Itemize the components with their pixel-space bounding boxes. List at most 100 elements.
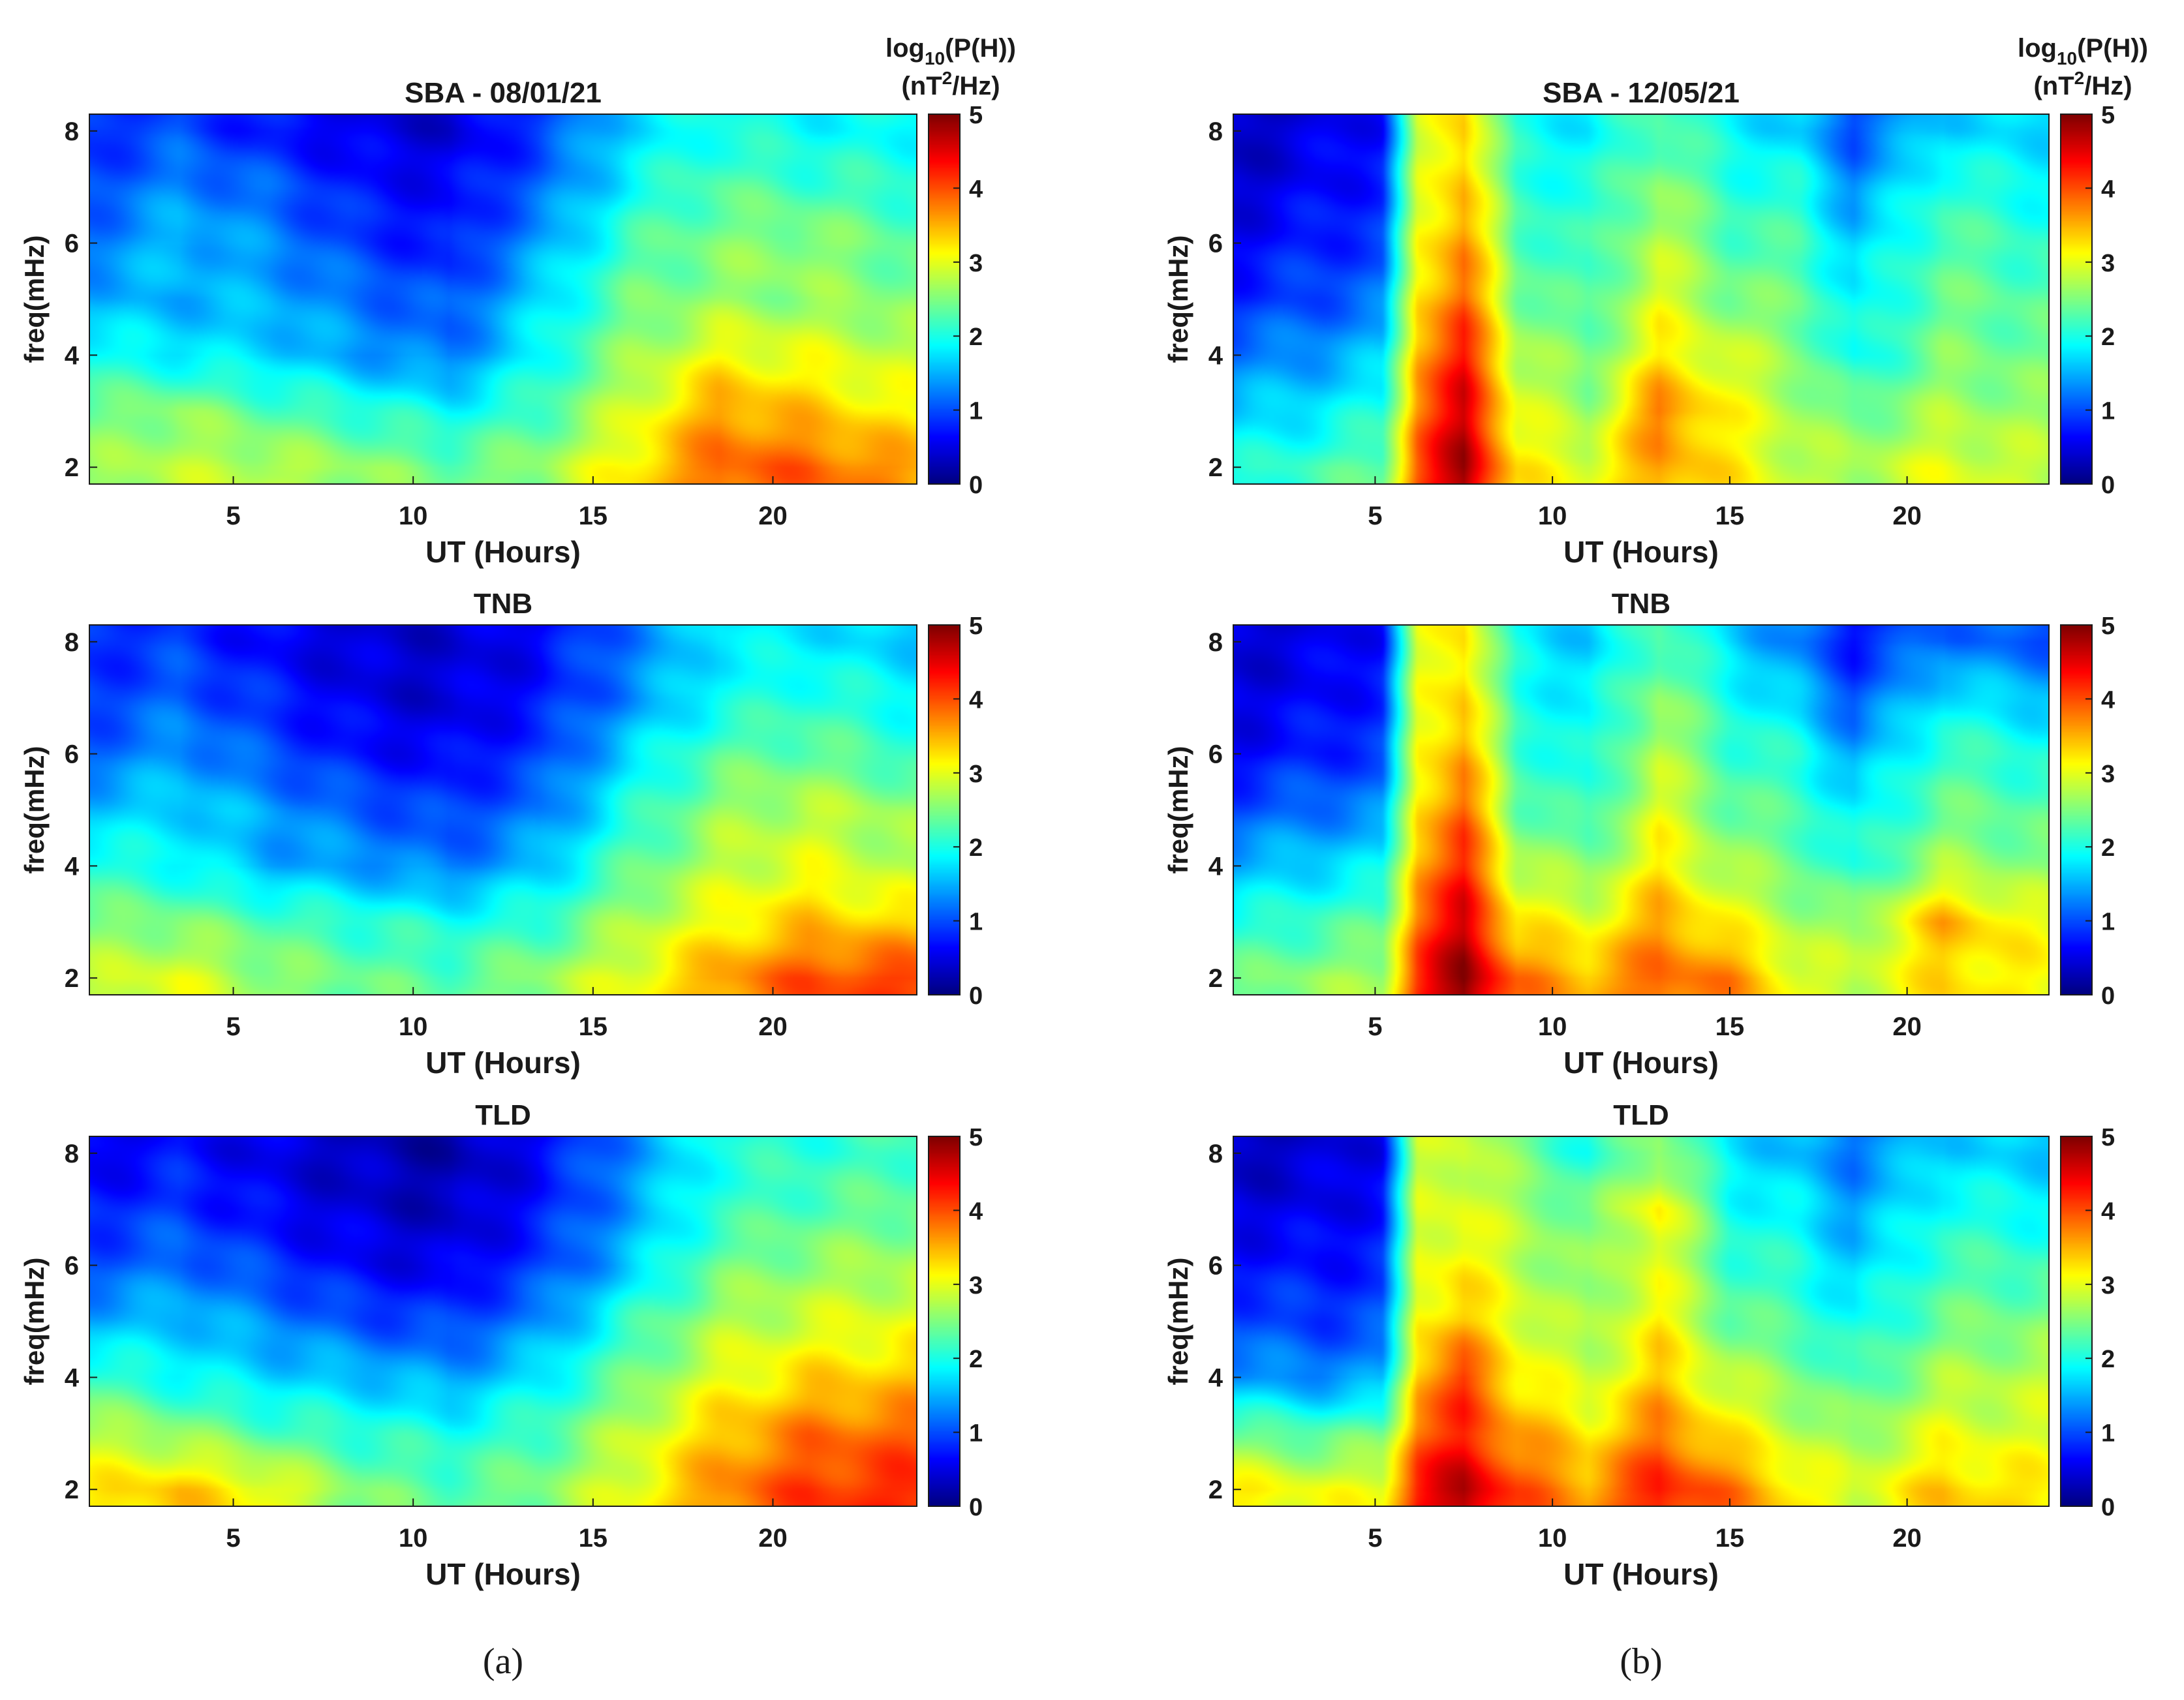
- x-tick-label: 20: [758, 502, 788, 530]
- heatmap-image: [89, 1136, 917, 1506]
- colorbar-tick-label: 4: [2101, 175, 2115, 203]
- colorbar-tick-label: 1: [2101, 1420, 2115, 1448]
- x-tick-label: 5: [226, 502, 240, 530]
- y-tick-label: 2: [65, 1476, 79, 1504]
- x-tick-label: 15: [1715, 502, 1745, 530]
- heatmap-image: [1233, 1136, 2049, 1506]
- y-tick-label: 2: [65, 453, 79, 482]
- colorbar-tick-label: 1: [969, 398, 983, 425]
- colorbar-frame: [2060, 114, 2093, 485]
- colorbar-tick-label: 1: [2101, 909, 2115, 936]
- x-tick-label: 10: [1538, 1524, 1567, 1553]
- panel-label-b: (b): [1620, 1641, 1662, 1682]
- heatmap-image: [89, 114, 917, 484]
- y-tick-label: 8: [1208, 1140, 1223, 1168]
- plot-frame: [89, 1136, 917, 1507]
- x-tick-label: 10: [399, 1012, 428, 1041]
- colorbar-tick-label: 0: [2101, 472, 2115, 499]
- heatmap-image: [89, 625, 917, 995]
- plot-frame: [1233, 1136, 2050, 1507]
- x-tick-label: 20: [758, 1012, 788, 1041]
- panel-label-a: (a): [483, 1641, 523, 1682]
- colorbar-tick-label: 1: [969, 1420, 983, 1448]
- colorbar-frame: [2060, 624, 2093, 995]
- x-tick-label: 10: [1538, 502, 1567, 530]
- colorbar-tick-label: 3: [969, 1272, 983, 1299]
- x-axis-label: UT (Hours): [1563, 535, 1719, 569]
- colorbar-tick-label: 2: [969, 324, 983, 351]
- colorbar-frame: [2060, 1136, 2093, 1507]
- colorbar-tick-label: 4: [969, 175, 983, 203]
- y-axis-label: freq(mHz): [19, 746, 50, 874]
- colorbar-tick-label: 0: [969, 1494, 983, 1521]
- x-tick-label: 15: [579, 1012, 608, 1041]
- colorbar: [929, 1136, 960, 1506]
- y-axis-label: freq(mHz): [1163, 1258, 1193, 1386]
- colorbar-tick-label: 3: [2101, 250, 2115, 277]
- x-tick-label: 5: [1368, 1524, 1382, 1553]
- heatmap-panel-b-tnb: 5 10 15 20 2 4 6 8 TNB UT (Hours) freq(mHz) 0 1 2 3 4 5: [1163, 588, 2115, 1080]
- x-tick-label: 15: [1715, 1012, 1745, 1041]
- x-tick-label: 5: [1368, 502, 1382, 530]
- y-tick-label: 6: [1208, 230, 1223, 258]
- heatmap-panel-b-tld: 5 10 15 20 2 4 6 8 TLD UT (Hours) freq(mHz) 0 1 2 3 4 5: [1163, 1099, 2115, 1591]
- y-tick-label: 4: [65, 1363, 80, 1392]
- colorbar-tick-label: 4: [969, 1198, 983, 1225]
- y-tick-label: 8: [65, 628, 79, 657]
- colorbar-tick-label: 4: [2101, 686, 2115, 714]
- plot-title: TNB: [1612, 588, 1670, 620]
- x-tick-label: 15: [1715, 1524, 1745, 1553]
- plot-frame: [1233, 624, 2050, 995]
- heatmap-panel-a-tld: 5 10 15 20 2 4 6 8 TLD UT (Hours) freq(mHz) 0 1 2 3 4 5: [19, 1099, 983, 1591]
- y-tick-label: 8: [1208, 117, 1223, 146]
- x-tick-label: 10: [1538, 1012, 1567, 1041]
- plot-frame: [89, 114, 917, 485]
- y-tick-label: 2: [1208, 964, 1223, 993]
- x-tick-label: 20: [758, 1524, 788, 1553]
- colorbar-tick-label: 5: [969, 102, 983, 129]
- colorbar: [929, 114, 960, 484]
- colorbar-tick-label: 4: [969, 686, 983, 714]
- colorbar-tick-label: 1: [969, 909, 983, 936]
- colorbar-tick-label: 4: [2101, 1198, 2115, 1225]
- x-tick-label: 5: [1368, 1012, 1382, 1041]
- colorbar-tick-label: 3: [2101, 1272, 2115, 1299]
- x-axis-label: UT (Hours): [425, 535, 581, 569]
- x-tick-label: 20: [1892, 1524, 1922, 1553]
- colorbar-units: (nT2/Hz): [901, 68, 1000, 100]
- colorbar-units: (nT2/Hz): [2033, 68, 2132, 100]
- colorbar: [2061, 1136, 2092, 1506]
- x-tick-label: 20: [1892, 502, 1922, 530]
- y-tick-label: 4: [1208, 341, 1223, 370]
- y-axis-label: freq(mHz): [1163, 746, 1193, 874]
- colorbar-tick-label: 2: [2101, 324, 2115, 351]
- x-axis-label: UT (Hours): [425, 1557, 581, 1591]
- colorbar-tick-label: 5: [2101, 102, 2115, 129]
- x-axis-label: UT (Hours): [1563, 1046, 1719, 1080]
- plot-title: TLD: [1613, 1099, 1669, 1131]
- x-tick-label: 15: [579, 502, 608, 530]
- plot-title: SBA - 12/05/21: [1543, 77, 1740, 109]
- colorbar-tick-label: 2: [2101, 1346, 2115, 1373]
- colorbar-tick-label: 0: [969, 472, 983, 499]
- y-tick-label: 4: [65, 852, 80, 881]
- y-axis-label: freq(mHz): [19, 1258, 50, 1386]
- plot-title: SBA - 08/01/21: [405, 77, 602, 109]
- plot-frame: [1233, 114, 2050, 485]
- colorbar-label: log10(P(H)): [2018, 34, 2148, 68]
- colorbar: [2061, 625, 2092, 995]
- colorbar-tick-label: 0: [2101, 982, 2115, 1010]
- colorbar-frame: [928, 624, 961, 995]
- colorbar-tick-label: 2: [969, 834, 983, 862]
- colorbar-tick-label: 3: [969, 761, 983, 788]
- x-tick-label: 5: [226, 1524, 240, 1553]
- colorbar-label: log10(P(H)): [885, 34, 1016, 68]
- colorbar-tick-label: 2: [2101, 834, 2115, 862]
- colorbar-tick-label: 0: [969, 982, 983, 1010]
- heatmap-image: [1233, 625, 2049, 995]
- colorbar-tick-label: 5: [969, 613, 983, 640]
- colorbar: [929, 625, 960, 995]
- colorbar-tick-label: 3: [969, 250, 983, 277]
